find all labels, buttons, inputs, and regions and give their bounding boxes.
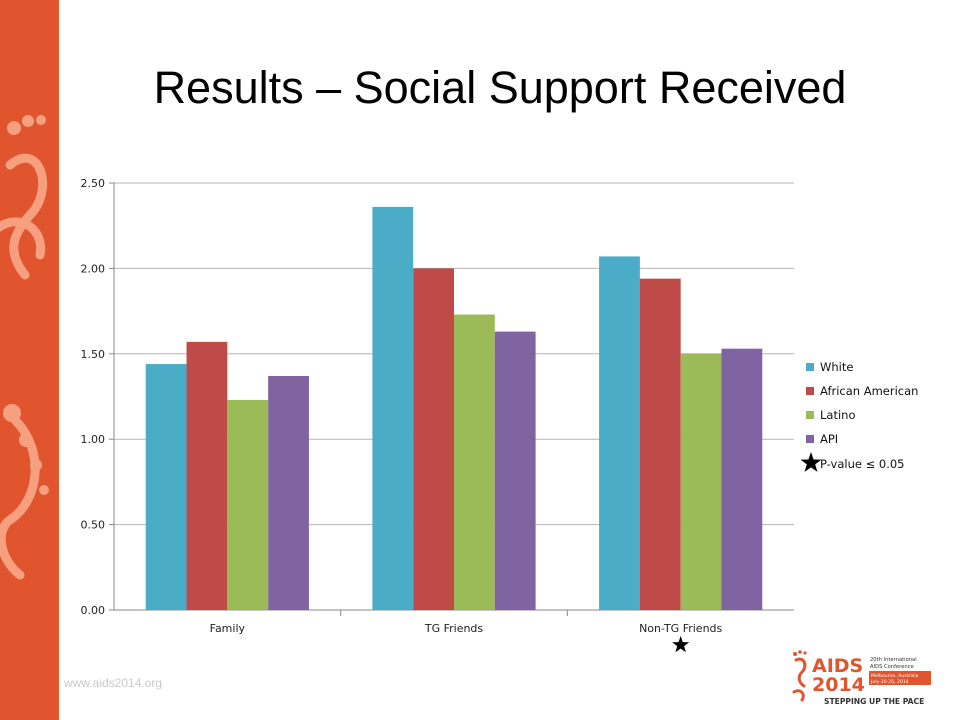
svg-text:STEPPING UP THE PACE: STEPPING UP THE PACE: [824, 697, 924, 706]
star-icon: [800, 452, 822, 472]
svg-text:20th International: 20th International: [870, 657, 917, 663]
bar: [268, 376, 309, 610]
legend-swatch: [806, 387, 814, 395]
y-tick-label: 2.00: [81, 262, 106, 275]
bar: [372, 206, 414, 611]
legend-swatch: [806, 435, 814, 443]
significance-note: P-value ≤ 0.05: [820, 457, 905, 471]
legend-swatch: [806, 363, 814, 371]
bar: [145, 364, 187, 610]
legend-label: API: [820, 432, 838, 446]
x-category-label: Family: [210, 622, 246, 635]
bar: [186, 341, 228, 610]
y-tick-label: 0.50: [81, 519, 106, 532]
x-category-label: Non-TG Friends: [639, 622, 722, 635]
website-url: www.aids2014.org: [64, 676, 163, 690]
footprint-decoration-icon: [0, 115, 49, 580]
svg-text:AIDS Conference: AIDS Conference: [870, 664, 914, 670]
significance-star-icon: P-value ≤ 0.05: [672, 452, 905, 653]
y-tick-label: 1.50: [81, 348, 106, 361]
legend-label: Latino: [820, 408, 855, 422]
x-axis-categories: Family TG Friends Non-TG Friends: [210, 622, 723, 635]
y-tick-label: 1.00: [81, 433, 106, 446]
svg-text:AIDS: AIDS: [812, 655, 863, 677]
aids-2014-logo: AIDS 2014 20th International AIDS Confer…: [792, 650, 931, 706]
bar: [413, 268, 454, 610]
y-axis-ticks: 0.00 0.50 1.00 1.50 2.00 2.50: [81, 177, 106, 617]
chart-legend: White African American Latino API: [806, 360, 918, 446]
y-tick-label: 2.50: [81, 177, 106, 190]
chart-bars: [145, 206, 763, 611]
slide-title: Results – Social Support Received: [153, 62, 847, 113]
legend-swatch: [806, 411, 814, 419]
y-tick-label: 0.00: [81, 604, 106, 617]
legend-label: White: [820, 360, 853, 374]
svg-text:July 20-25, 2014: July 20-25, 2014: [870, 679, 909, 685]
bar: [599, 256, 640, 610]
bar: [494, 331, 536, 610]
bar: [721, 348, 763, 610]
svg-text:Melbourne, Australia: Melbourne, Australia: [871, 673, 919, 679]
bar: [639, 278, 681, 610]
bar: [680, 353, 722, 610]
bar: [454, 314, 495, 610]
side-decoration-band: [0, 0, 59, 720]
bar-chart: 0.00 0.50 1.00 1.50 2.00 2.50 Family TG Friend…: [81, 177, 918, 653]
svg-text:2014: 2014: [812, 674, 865, 696]
star-icon: [672, 636, 690, 653]
bar: [227, 399, 269, 610]
legend-label: African American: [820, 384, 918, 398]
x-category-label: TG Friends: [424, 622, 484, 635]
